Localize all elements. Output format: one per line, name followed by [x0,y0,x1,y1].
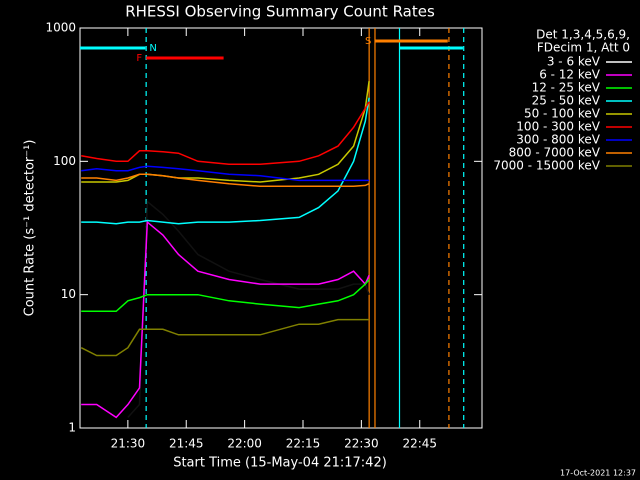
legend-label: 100 - 300 keV [516,120,600,134]
chart-title: RHESSI Observing Summary Count Rates [125,3,435,21]
x-tick-label: 22:00 [227,437,262,451]
plot-frame [79,27,483,429]
y-tick-label: 1 [68,421,76,435]
series-line [81,97,370,225]
y-tick-label: 10 [61,287,76,301]
legend-label: 12 - 25 keV [532,81,601,95]
legend-header: FDecim 1, Att 0 [537,41,630,55]
legend-label: 25 - 50 keV [532,94,601,108]
flag-label: N [149,43,156,54]
legend-label: 3 - 6 keV [547,55,601,69]
x-tick-label: 22:45 [402,437,437,451]
footer: 17-Oct-2021 12:37 [560,469,636,478]
x-axis-label: Start Time (15-May-04 21:17:42) [173,456,387,471]
x-tick-label: 21:30 [111,437,146,451]
legend-label: 50 - 100 keV [524,107,601,121]
legend-header: Det 1,3,4,5,6,9, [536,28,630,42]
x-tick-label: 22:30 [344,437,379,451]
flag-label: F [136,53,142,64]
y-axis-label: Count Rate (s⁻¹ detector⁻¹) [23,140,38,317]
x-tick-label: 21:45 [169,437,204,451]
x-tick-label: 22:15 [286,437,321,451]
legend-label: 800 - 7000 keV [509,146,601,160]
legend-label: 6 - 12 keV [539,68,601,82]
flag-label: S [365,36,371,47]
y-tick-label: 1000 [45,21,76,35]
y-tick-label: 100 [53,154,76,168]
legend-label: 300 - 800 keV [516,133,600,147]
legend-label: 7000 - 15000 keV [493,159,600,173]
